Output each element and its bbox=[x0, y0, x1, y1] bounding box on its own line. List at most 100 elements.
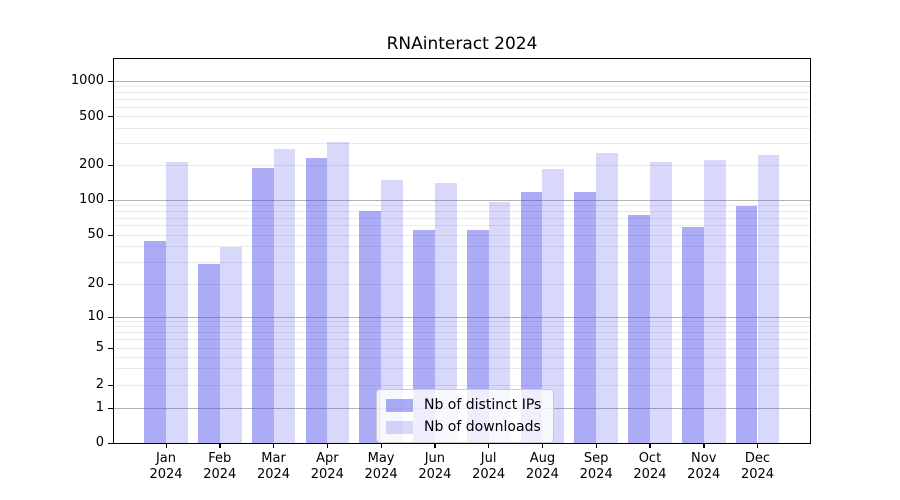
bar-nb-of-distinct-ips-apr bbox=[305, 157, 328, 443]
bar-nb-of-downloads-feb bbox=[219, 246, 242, 443]
x-tick-label-may: May 2024 bbox=[351, 451, 411, 483]
major-gridline bbox=[114, 316, 810, 318]
x-tick-year: 2024 bbox=[579, 467, 613, 482]
bar-nb-of-downloads-oct bbox=[649, 162, 672, 443]
x-tick-label-nov: Nov 2024 bbox=[674, 451, 734, 483]
x-tick-year: 2024 bbox=[418, 467, 452, 482]
x-tick-mark-mar bbox=[273, 443, 275, 448]
bar-nb-of-downloads-mar bbox=[273, 149, 296, 443]
x-tick-label-jun: Jun 2024 bbox=[405, 451, 465, 483]
minor-gridline bbox=[114, 217, 810, 219]
x-tick-year: 2024 bbox=[256, 467, 291, 482]
minor-gridline bbox=[114, 368, 810, 370]
x-tick-month: Apr bbox=[316, 451, 339, 466]
bar-nb-of-downloads-jan bbox=[166, 161, 188, 443]
minor-gridline bbox=[114, 261, 810, 263]
y-tick-label-20: 20 bbox=[87, 276, 104, 291]
bar-nb-of-downloads-apr bbox=[327, 141, 350, 443]
x-tick-year: 2024 bbox=[203, 467, 237, 482]
legend-swatch-nb-of-distinct-ips bbox=[386, 398, 413, 412]
bar-nb-of-downloads-may bbox=[381, 179, 403, 443]
minor-gridline bbox=[114, 204, 810, 206]
bar-nb-of-downloads-jun bbox=[434, 183, 457, 443]
minor-gridline bbox=[114, 339, 810, 341]
minor-gridline bbox=[114, 347, 810, 349]
y-tick-mark-10 bbox=[108, 316, 114, 318]
x-tick-month: Jun bbox=[424, 451, 446, 466]
minor-gridline bbox=[114, 143, 810, 145]
minor-gridline bbox=[114, 332, 810, 334]
x-tick-month: May bbox=[367, 451, 395, 466]
y-tick-mark-50 bbox=[108, 234, 114, 236]
bar-nb-of-distinct-ips-mar bbox=[251, 167, 274, 443]
bar-nb-of-distinct-ips-nov bbox=[681, 226, 704, 443]
x-tick-year: 2024 bbox=[525, 467, 559, 482]
x-tick-month: Sep bbox=[583, 451, 609, 466]
y-tick-mark-200 bbox=[108, 164, 114, 166]
minor-gridline bbox=[114, 283, 810, 285]
x-tick-mark-apr bbox=[326, 443, 329, 448]
x-tick-mark-jul bbox=[488, 443, 490, 448]
bar-nb-of-distinct-ips-may bbox=[359, 211, 382, 443]
minor-gridline bbox=[114, 326, 810, 328]
x-tick-label-sep: Sep 2024 bbox=[566, 451, 626, 483]
y-tick-mark-20 bbox=[108, 283, 114, 285]
y-tick-mark-0 bbox=[108, 442, 114, 444]
x-tick-mark-jun bbox=[434, 443, 436, 448]
minor-gridline bbox=[114, 321, 810, 323]
y-tick-label-50: 50 bbox=[87, 227, 104, 242]
y-tick-label-1: 1 bbox=[95, 400, 104, 415]
minor-gridline bbox=[114, 98, 810, 100]
y-tick-label-500: 500 bbox=[79, 108, 104, 124]
bar-nb-of-distinct-ips-sep bbox=[574, 192, 597, 443]
x-tick-label-feb: Feb 2024 bbox=[190, 451, 250, 483]
x-tick-month: Dec bbox=[744, 451, 771, 466]
minor-gridline bbox=[114, 246, 810, 248]
y-tick-mark-1000 bbox=[108, 80, 114, 82]
x-tick-mark-aug bbox=[541, 443, 544, 448]
minor-gridline bbox=[114, 384, 810, 386]
bar-nb-of-downloads-nov bbox=[703, 159, 726, 443]
x-tick-label-jul: Jul 2024 bbox=[459, 451, 519, 483]
x-tick-label-apr: Apr 2024 bbox=[297, 451, 357, 483]
bar-nb-of-distinct-ips-jan bbox=[144, 240, 166, 443]
minor-gridline bbox=[114, 225, 810, 227]
minor-gridline bbox=[114, 106, 810, 108]
x-tick-label-aug: Aug 2024 bbox=[512, 451, 572, 483]
bar-nb-of-downloads-sep bbox=[596, 152, 618, 443]
x-tick-year: 2024 bbox=[633, 467, 667, 482]
bar-nb-of-downloads-aug bbox=[542, 168, 565, 443]
x-tick-label-oct: Oct 2024 bbox=[620, 451, 680, 483]
bar-nb-of-downloads-dec bbox=[757, 154, 780, 443]
x-tick-year: 2024 bbox=[364, 467, 398, 482]
x-tick-year: 2024 bbox=[740, 467, 775, 482]
x-tick-mark-sep bbox=[595, 443, 597, 448]
legend: Nb of distinct IPs Nb of downloads bbox=[376, 389, 555, 443]
x-tick-month: Feb bbox=[208, 451, 232, 466]
y-tick-label-100: 100 bbox=[79, 192, 104, 207]
minor-gridline bbox=[114, 85, 810, 87]
y-tick-label-10: 10 bbox=[87, 309, 104, 324]
x-tick-label-jan: Jan 2024 bbox=[136, 451, 196, 483]
bar-nb-of-distinct-ips-oct bbox=[628, 215, 650, 443]
plot-area: 0 1 2 5 10 20 50 100 200 500 1000 Jan 2024 Feb 2024 Ma… bbox=[71, 58, 811, 482]
y-tick-label-200: 200 bbox=[79, 157, 104, 172]
legend-row-nb-of-distinct-ips: Nb of distinct IPs bbox=[386, 397, 541, 413]
y-tick-label-1000: 1000 bbox=[70, 73, 104, 88]
x-tick-month: Oct bbox=[638, 451, 662, 466]
x-tick-year: 2024 bbox=[472, 467, 506, 482]
minor-gridline bbox=[114, 91, 810, 93]
x-tick-mark-jan bbox=[165, 443, 167, 448]
y-tick-label-2: 2 bbox=[95, 377, 104, 392]
legend-label-nb-of-downloads: Nb of downloads bbox=[424, 419, 541, 435]
x-tick-year: 2024 bbox=[687, 467, 721, 482]
y-tick-label-0: 0 bbox=[95, 435, 104, 450]
x-tick-mark-dec bbox=[757, 443, 759, 448]
bar-nb-of-distinct-ips-aug bbox=[520, 192, 543, 443]
x-tick-mark-may bbox=[380, 443, 382, 448]
major-gridline bbox=[114, 80, 810, 82]
minor-gridline bbox=[114, 234, 810, 236]
x-tick-label-dec: Dec 2024 bbox=[728, 451, 788, 483]
minor-gridline bbox=[114, 210, 810, 212]
